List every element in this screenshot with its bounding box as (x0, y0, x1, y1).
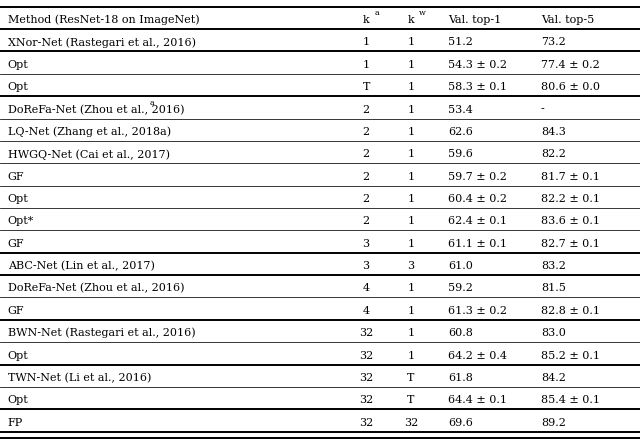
Text: 61.3 ± 0.2: 61.3 ± 0.2 (448, 306, 507, 316)
Text: 83.2: 83.2 (541, 261, 566, 271)
Text: 2: 2 (362, 105, 370, 114)
Text: a: a (150, 99, 154, 107)
Text: 83.6 ± 0.1: 83.6 ± 0.1 (541, 216, 600, 227)
Text: 58.3 ± 0.1: 58.3 ± 0.1 (448, 82, 507, 92)
Text: 1: 1 (407, 149, 415, 159)
Text: 1: 1 (407, 127, 415, 137)
Text: GF: GF (8, 172, 24, 182)
Text: T: T (407, 395, 415, 405)
Text: LQ-Net (Zhang et al., 2018a): LQ-Net (Zhang et al., 2018a) (8, 127, 171, 137)
Text: 1: 1 (407, 239, 415, 249)
Text: FP: FP (8, 418, 23, 428)
Text: TWN-Net (Li et al., 2016): TWN-Net (Li et al., 2016) (8, 373, 151, 383)
Text: 1: 1 (362, 60, 370, 70)
Text: Opt: Opt (8, 194, 28, 204)
Text: 85.4 ± 0.1: 85.4 ± 0.1 (541, 395, 600, 405)
Text: Opt: Opt (8, 82, 28, 92)
Text: 84.3: 84.3 (541, 127, 566, 137)
Text: 64.2 ± 0.4: 64.2 ± 0.4 (448, 351, 507, 360)
Text: 73.2: 73.2 (541, 37, 566, 48)
Text: 77.4 ± 0.2: 77.4 ± 0.2 (541, 60, 600, 70)
Text: 1: 1 (407, 82, 415, 92)
Text: -: - (541, 105, 545, 114)
Text: 1: 1 (407, 283, 415, 294)
Text: 2: 2 (362, 172, 370, 182)
Text: 1: 1 (407, 194, 415, 204)
Text: 82.8 ± 0.1: 82.8 ± 0.1 (541, 306, 600, 316)
Text: 51.2: 51.2 (448, 37, 473, 48)
Text: 32: 32 (359, 351, 373, 360)
Text: 3: 3 (362, 261, 370, 271)
Text: 1: 1 (407, 216, 415, 227)
Text: 2: 2 (362, 149, 370, 159)
Text: BWN-Net (Rastegari et al., 2016): BWN-Net (Rastegari et al., 2016) (8, 328, 195, 339)
Text: 60.8: 60.8 (448, 328, 473, 338)
Text: 1: 1 (407, 37, 415, 48)
Text: 61.1 ± 0.1: 61.1 ± 0.1 (448, 239, 507, 249)
Text: 81.7 ± 0.1: 81.7 ± 0.1 (541, 172, 600, 182)
Text: 82.7 ± 0.1: 82.7 ± 0.1 (541, 239, 600, 249)
Text: k: k (408, 15, 414, 25)
Text: 82.2 ± 0.1: 82.2 ± 0.1 (541, 194, 600, 204)
Text: 32: 32 (359, 418, 373, 428)
Text: 4: 4 (362, 283, 370, 294)
Text: a: a (374, 9, 379, 17)
Text: 82.2: 82.2 (541, 149, 566, 159)
Text: ABC-Net (Lin et al., 2017): ABC-Net (Lin et al., 2017) (8, 261, 154, 271)
Text: Opt: Opt (8, 395, 28, 405)
Text: DoReFa-Net (Zhou et al., 2016): DoReFa-Net (Zhou et al., 2016) (8, 283, 184, 294)
Text: 3: 3 (362, 239, 370, 249)
Text: 3: 3 (407, 261, 415, 271)
Text: Method (ResNet-18 on ImageNet): Method (ResNet-18 on ImageNet) (8, 15, 199, 25)
Text: 1: 1 (407, 351, 415, 360)
Text: 81.5: 81.5 (541, 283, 566, 294)
Text: Opt: Opt (8, 60, 28, 70)
Text: 59.2: 59.2 (448, 283, 473, 294)
Text: 59.7 ± 0.2: 59.7 ± 0.2 (448, 172, 507, 182)
Text: 69.6: 69.6 (448, 418, 473, 428)
Text: 2: 2 (362, 216, 370, 227)
Text: 1: 1 (362, 37, 370, 48)
Text: Opt*: Opt* (8, 216, 34, 227)
Text: HWGQ-Net (Cai et al., 2017): HWGQ-Net (Cai et al., 2017) (8, 149, 170, 160)
Text: 53.4: 53.4 (448, 105, 473, 114)
Text: w: w (419, 9, 426, 17)
Text: GF: GF (8, 306, 24, 316)
Text: 62.4 ± 0.1: 62.4 ± 0.1 (448, 216, 507, 227)
Text: T: T (407, 373, 415, 383)
Text: 1: 1 (407, 306, 415, 316)
Text: 62.6: 62.6 (448, 127, 473, 137)
Text: 1: 1 (407, 328, 415, 338)
Text: 2: 2 (362, 194, 370, 204)
Text: Opt: Opt (8, 351, 28, 360)
Text: Val. top-1: Val. top-1 (448, 15, 501, 25)
Text: 85.2 ± 0.1: 85.2 ± 0.1 (541, 351, 600, 360)
Text: 32: 32 (404, 418, 418, 428)
Text: 61.8: 61.8 (448, 373, 473, 383)
Text: 1: 1 (407, 60, 415, 70)
Text: GF: GF (8, 239, 24, 249)
Text: XNor-Net (Rastegari et al., 2016): XNor-Net (Rastegari et al., 2016) (8, 37, 196, 48)
Text: 32: 32 (359, 395, 373, 405)
Text: 32: 32 (359, 328, 373, 338)
Text: Val. top-5: Val. top-5 (541, 15, 594, 25)
Text: 32: 32 (359, 373, 373, 383)
Text: 4: 4 (362, 306, 370, 316)
Text: 89.2: 89.2 (541, 418, 566, 428)
Text: 54.3 ± 0.2: 54.3 ± 0.2 (448, 60, 507, 70)
Text: 83.0: 83.0 (541, 328, 566, 338)
Text: 1: 1 (407, 105, 415, 114)
Text: DoReFa-Net (Zhou et al., 2016): DoReFa-Net (Zhou et al., 2016) (8, 105, 184, 115)
Text: 2: 2 (362, 127, 370, 137)
Text: T: T (362, 82, 370, 92)
Text: k: k (363, 15, 369, 25)
Text: 80.6 ± 0.0: 80.6 ± 0.0 (541, 82, 600, 92)
Text: 59.6: 59.6 (448, 149, 473, 159)
Text: 1: 1 (407, 172, 415, 182)
Text: 64.4 ± 0.1: 64.4 ± 0.1 (448, 395, 507, 405)
Text: 60.4 ± 0.2: 60.4 ± 0.2 (448, 194, 507, 204)
Text: 61.0: 61.0 (448, 261, 473, 271)
Text: 84.2: 84.2 (541, 373, 566, 383)
